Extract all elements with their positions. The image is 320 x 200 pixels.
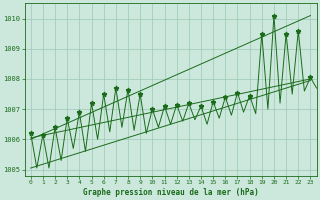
X-axis label: Graphe pression niveau de la mer (hPa): Graphe pression niveau de la mer (hPa) <box>83 188 259 197</box>
